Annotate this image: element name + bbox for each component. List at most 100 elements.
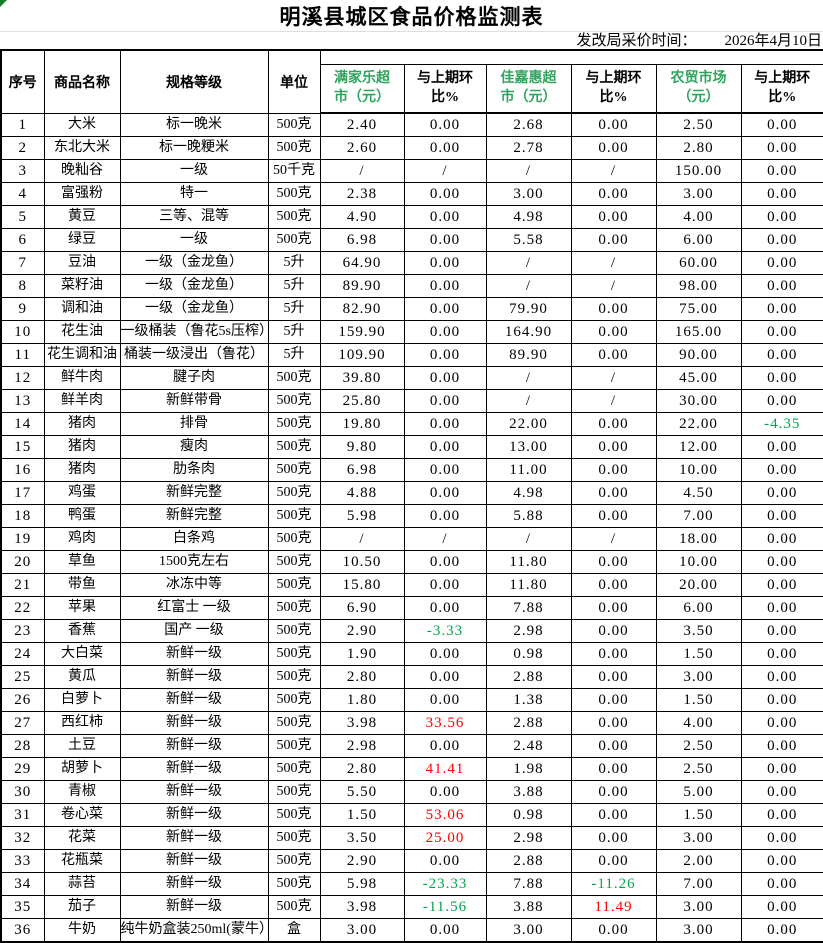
cell-price-manjiale: 2.98: [319, 734, 405, 758]
cell-product-name: 大米: [43, 112, 121, 137]
cell-pct-farmers: 0.00: [740, 757, 823, 781]
cell-unit: 500克: [267, 458, 321, 482]
cell-price-farmers: 3.00: [655, 918, 742, 943]
cell-unit: 5升: [267, 320, 321, 344]
cell-unit: 5升: [267, 274, 321, 298]
cell-price-manjiale: 19.80: [319, 412, 405, 436]
cell-serial: 3: [0, 159, 45, 183]
cell-serial: 27: [0, 711, 45, 735]
cell-pct-farmers: 0.00: [740, 734, 823, 758]
price-table: 序号 商品名称 规格等级 单位 满家乐超 市（元） 与上期环 比% 佳嘉惠超 市…: [0, 49, 823, 943]
table-row: 27 西红柿 新鲜一级 500克 3.98 33.56 2.88 0.00 4.00 0.00: [0, 711, 823, 735]
cell-spec: 新鲜一级: [119, 826, 269, 850]
table-row: 13 鲜羊肉 新鲜带骨 500克 25.80 0.00//30.00 0.00: [0, 389, 823, 413]
cell-pct-jiajiahui: 0.00: [570, 228, 657, 252]
cell-pct-manjiale: 0.00: [403, 389, 487, 413]
cell-serial: 35: [0, 895, 45, 919]
cell-price-jiajiahui: /: [485, 274, 572, 298]
cell-unit: 500克: [267, 596, 321, 620]
cell-price-jiajiahui: 0.98: [485, 642, 572, 666]
cell-spec: 肋条肉: [119, 458, 269, 482]
cell-price-manjiale: 4.88: [319, 481, 405, 505]
cell-serial: 12: [0, 366, 45, 390]
cell-product-name: 茄子: [43, 895, 121, 919]
cell-price-jiajiahui: 2.68: [485, 112, 572, 137]
table-row: 19 鸡肉 白条鸡 500克 / / //18.00 0.00: [0, 527, 823, 551]
cell-pct-farmers: 0.00: [740, 918, 823, 943]
cell-unit: 500克: [267, 780, 321, 804]
cell-product-name: 绿豆: [43, 228, 121, 252]
cell-price-farmers: 4.00: [655, 205, 742, 229]
cell-product-name: 黄瓜: [43, 665, 121, 689]
cell-pct-farmers: 0.00: [740, 642, 823, 666]
cell-spec: 桶装一级浸出（鲁花）: [119, 343, 269, 367]
cell-price-manjiale: /: [319, 159, 405, 183]
cell-pct-manjiale: 0.00: [403, 366, 487, 390]
cell-pct-jiajiahui: 0.00: [570, 182, 657, 206]
cell-pct-manjiale: 0.00: [403, 481, 487, 505]
cell-pct-farmers: 0.00: [740, 803, 823, 827]
cell-spec: 新鲜一级: [119, 803, 269, 827]
cell-serial: 31: [0, 803, 45, 827]
cell-unit: 500克: [267, 412, 321, 436]
cell-serial: 29: [0, 757, 45, 781]
cell-pct-manjiale: 0.00: [403, 734, 487, 758]
cell-pct-farmers: 0.00: [740, 112, 823, 137]
table-row: 7 豆油 一级（金龙鱼） 5升 64.90 0.00//60.00 0.00: [0, 251, 823, 275]
cell-spec: 特一: [119, 182, 269, 206]
cell-price-farmers: 1.50: [655, 642, 742, 666]
cell-price-farmers: 10.00: [655, 550, 742, 574]
cell-product-name: 富强粉: [43, 182, 121, 206]
cell-unit: 500克: [267, 504, 321, 528]
col-header-pct-1: 与上期环 比%: [403, 63, 487, 114]
cell-product-name: 调和油: [43, 297, 121, 321]
cell-pct-jiajiahui: 0.00: [570, 757, 657, 781]
cell-pct-manjiale: -11.56: [403, 895, 487, 919]
cell-unit: 500克: [267, 550, 321, 574]
cell-pct-jiajiahui: 0.00: [570, 412, 657, 436]
table-row: 16 猪肉 肋条肉 500克 6.98 0.00 11.00 0.00 10.00 0.00: [0, 458, 823, 482]
cell-price-farmers: 10.00: [655, 458, 742, 482]
cell-spec: 三等、混等: [119, 205, 269, 229]
cell-pct-farmers: 0.00: [740, 711, 823, 735]
cell-product-name: 牛奶: [43, 918, 121, 943]
cell-price-manjiale: 1.50: [319, 803, 405, 827]
cell-product-name: 卷心菜: [43, 803, 121, 827]
cell-spec: 1500克左右: [119, 550, 269, 574]
cell-serial: 13: [0, 389, 45, 413]
cell-pct-manjiale: 0.00: [403, 458, 487, 482]
cell-spec: 一级（金龙鱼）: [119, 251, 269, 275]
cell-product-name: 带鱼: [43, 573, 121, 597]
table-row: 8 菜籽油 一级（金龙鱼） 5升 89.90 0.00//98.00 0.00: [0, 274, 823, 298]
cell-pct-jiajiahui: /: [570, 366, 657, 390]
cell-product-name: 花菜: [43, 826, 121, 850]
cell-price-jiajiahui: 5.58: [485, 228, 572, 252]
cell-price-farmers: 1.50: [655, 803, 742, 827]
cell-product-name: 黄豆: [43, 205, 121, 229]
cell-pct-manjiale: 0.00: [403, 435, 487, 459]
table-row: 12 鲜牛肉 腱子肉 500克 39.80 0.00//45.00 0.00: [0, 366, 823, 390]
excel-error-triangle-icon: [0, 0, 7, 7]
cell-price-jiajiahui: 3.00: [485, 182, 572, 206]
cell-serial: 16: [0, 458, 45, 482]
cell-serial: 33: [0, 849, 45, 873]
cell-pct-farmers: 0.00: [740, 527, 823, 551]
cell-pct-jiajiahui: 0.00: [570, 780, 657, 804]
cell-price-farmers: 3.00: [655, 826, 742, 850]
cell-unit: 500克: [267, 688, 321, 712]
cell-spec: 新鲜完整: [119, 504, 269, 528]
cell-price-farmers: 4.50: [655, 481, 742, 505]
col-header-market-manjiale: 满家乐超 市（元）: [319, 63, 405, 114]
cell-price-jiajiahui: 79.90: [485, 297, 572, 321]
table-row: 25 黄瓜 新鲜一级 500克 2.80 0.00 2.88 0.00 3.00 0.00: [0, 665, 823, 689]
cell-pct-manjiale: 0.00: [403, 182, 487, 206]
cell-price-manjiale: 6.90: [319, 596, 405, 620]
cell-pct-jiajiahui: 0.00: [570, 112, 657, 137]
cell-price-farmers: 3.00: [655, 895, 742, 919]
cell-serial: 22: [0, 596, 45, 620]
col-header-market-jiajiahui: 佳嘉惠超 市（元）: [485, 63, 572, 114]
cell-pct-farmers: 0.00: [740, 665, 823, 689]
cell-price-jiajiahui: 0.98: [485, 803, 572, 827]
cell-product-name: 苹果: [43, 596, 121, 620]
cell-pct-farmers: 0.00: [740, 366, 823, 390]
